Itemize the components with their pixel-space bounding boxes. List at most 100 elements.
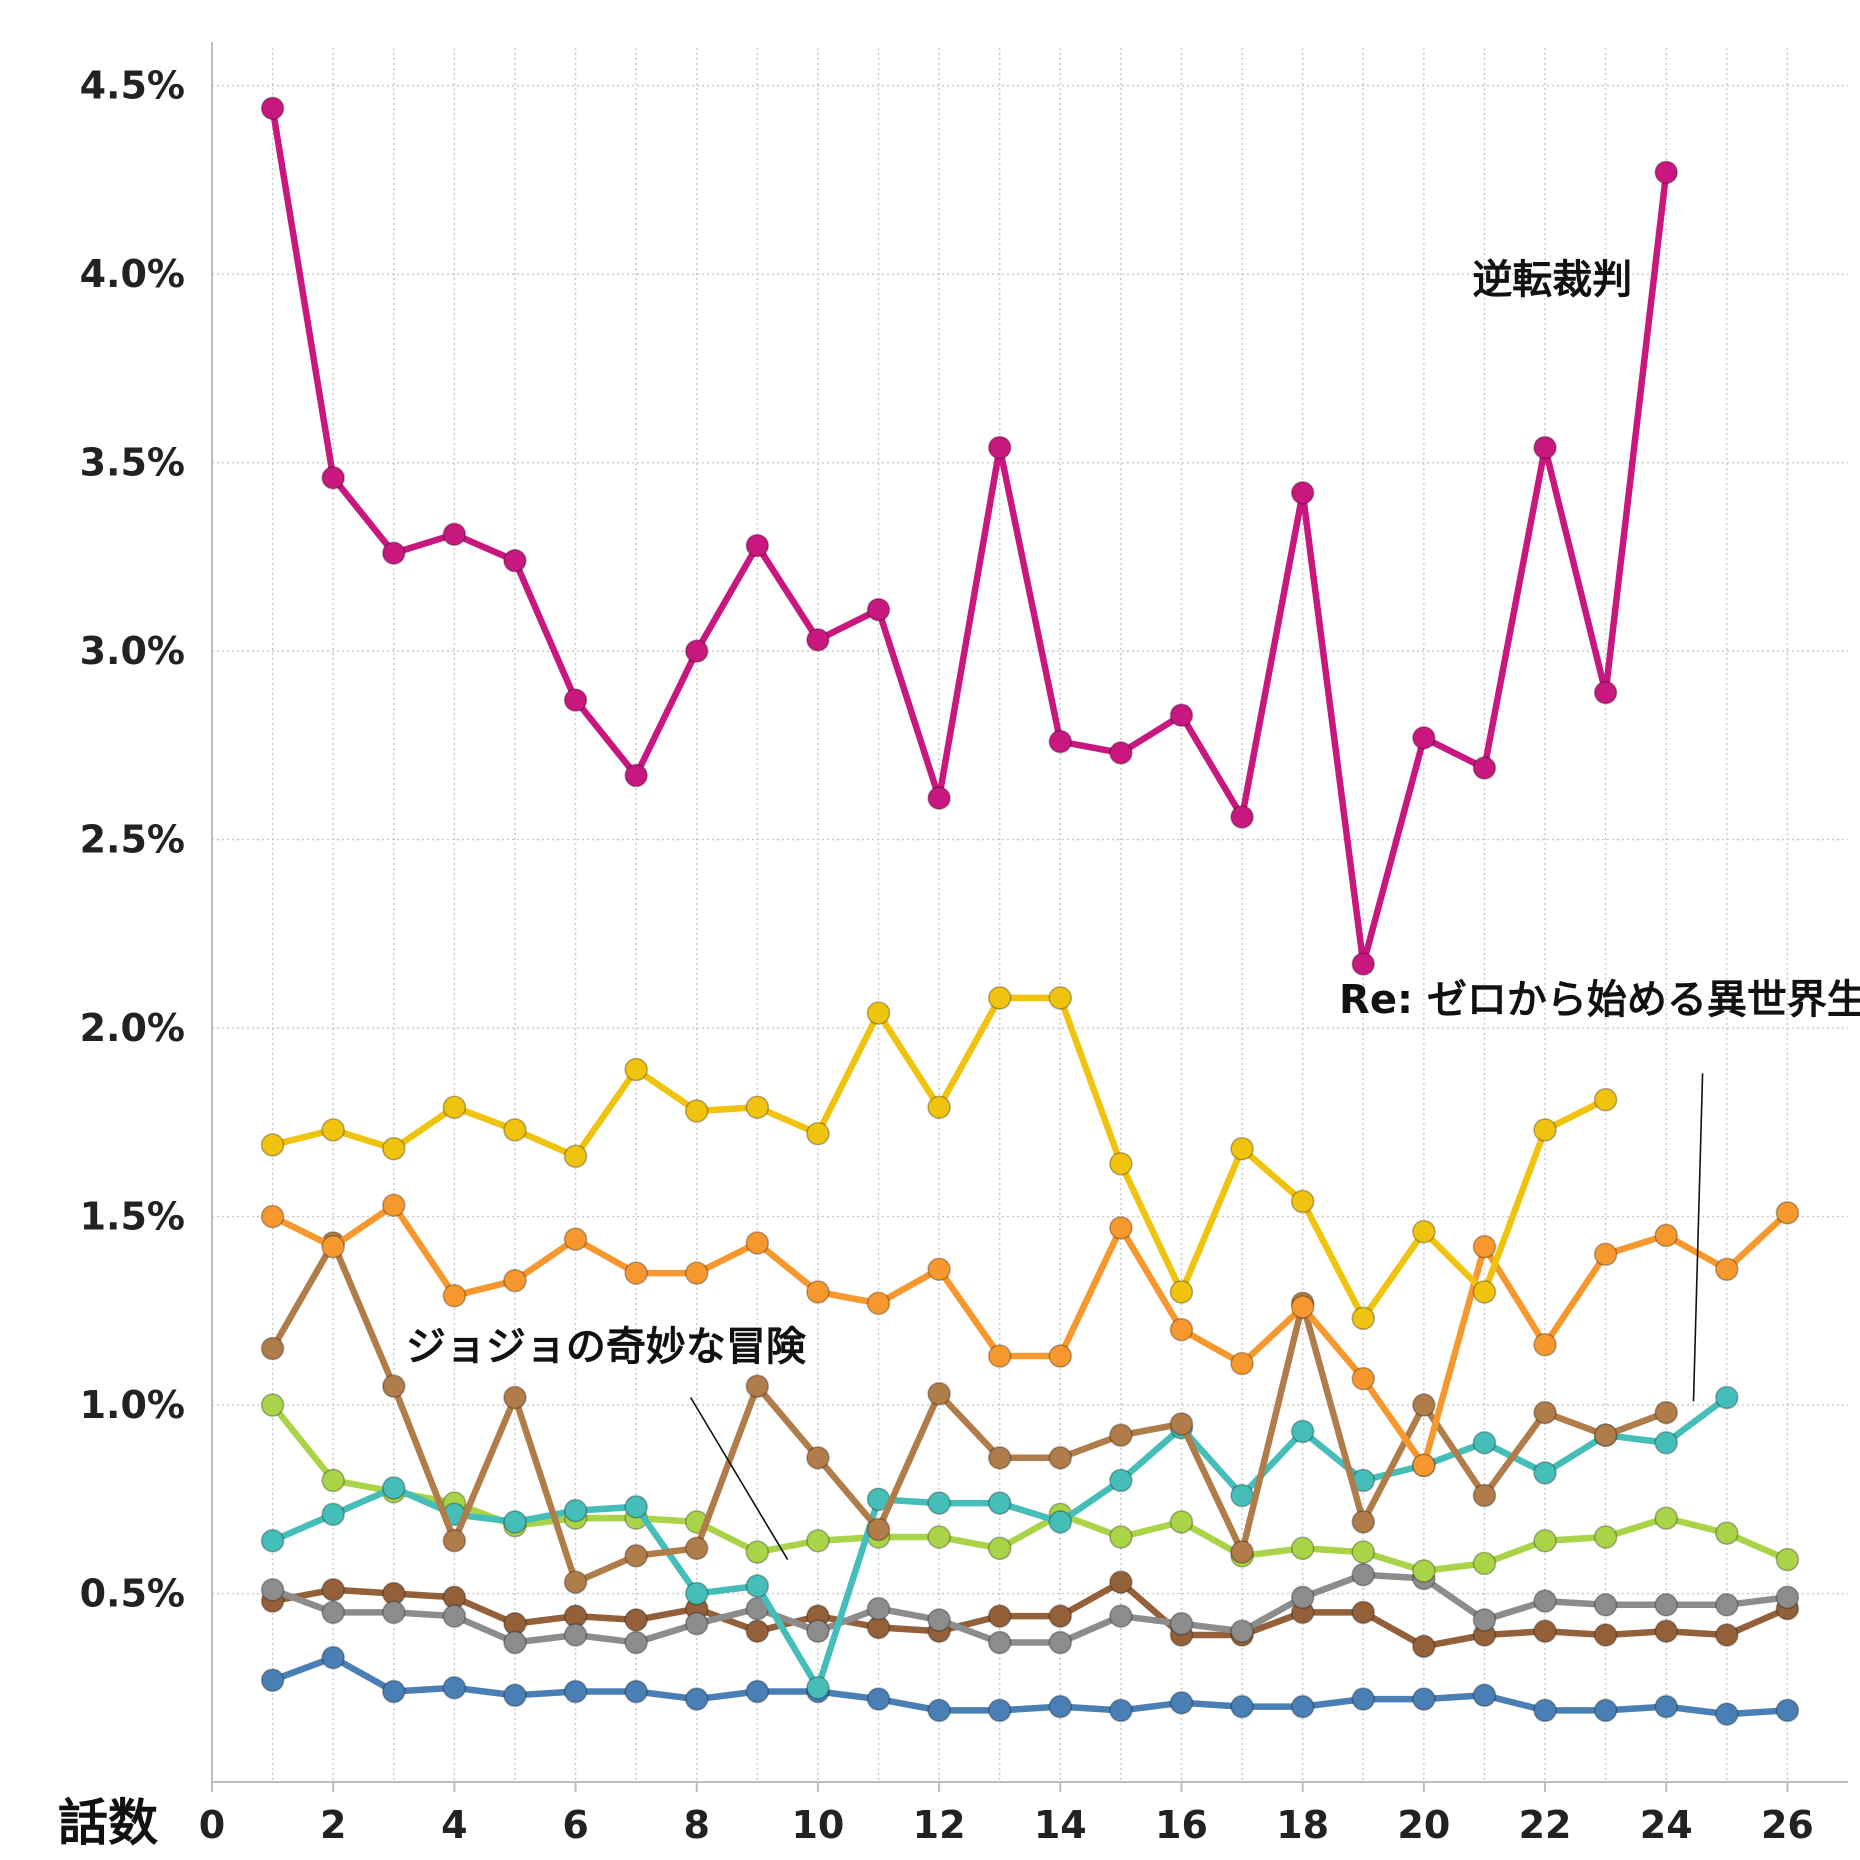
series-9 bbox=[260, 1645, 1800, 1726]
data-point bbox=[1472, 1683, 1497, 1708]
data-point bbox=[624, 1608, 648, 1632]
data-point bbox=[260, 1393, 285, 1417]
data-point bbox=[1472, 1430, 1497, 1455]
x-tick-label: 18 bbox=[1276, 1803, 1329, 1847]
data-point bbox=[1533, 1332, 1557, 1357]
data-point bbox=[1593, 1242, 1618, 1267]
series-line bbox=[269, 1202, 1791, 1469]
data-point bbox=[1593, 1623, 1618, 1647]
x-tick-label: 22 bbox=[1519, 1803, 1572, 1847]
data-point bbox=[1169, 1510, 1194, 1534]
data-point bbox=[1351, 1306, 1376, 1331]
series-3 bbox=[260, 1193, 1800, 1478]
data-point bbox=[1109, 1151, 1133, 1176]
data-point bbox=[1230, 1483, 1254, 1508]
data-point bbox=[1593, 1593, 1618, 1617]
data-point bbox=[806, 1446, 830, 1470]
tick-labels: 0.5%1.0%1.5%2.0%2.5%3.0%3.5%4.0%4.5%0 2 4 6… bbox=[58, 64, 1814, 1852]
data-point bbox=[1169, 1691, 1194, 1715]
data-point bbox=[1290, 1419, 1315, 1444]
data-point bbox=[684, 1687, 709, 1711]
data-point bbox=[1412, 1687, 1436, 1711]
data-point bbox=[866, 1517, 891, 1542]
y-tick-label: 0.5% bbox=[80, 1572, 185, 1616]
data-point bbox=[806, 628, 830, 652]
data-point bbox=[1775, 1200, 1800, 1225]
data-point bbox=[442, 1528, 467, 1553]
data-point bbox=[1048, 1446, 1073, 1470]
data-point bbox=[1230, 1694, 1254, 1719]
data-point bbox=[987, 1536, 1012, 1561]
x-tick-label: 0 bbox=[199, 1803, 225, 1847]
x-tick-label: 6 bbox=[562, 1803, 588, 1847]
data-point bbox=[321, 1577, 345, 1602]
data-point bbox=[745, 533, 770, 558]
x-tick-label: 4 bbox=[441, 1803, 467, 1847]
y-tick-label: 2.5% bbox=[80, 818, 185, 862]
data-point bbox=[1533, 435, 1557, 460]
data-point bbox=[987, 1630, 1012, 1655]
x-tick-label: 24 bbox=[1640, 1803, 1693, 1847]
data-point bbox=[1412, 726, 1436, 750]
data-point bbox=[1290, 1189, 1315, 1214]
data-point bbox=[1351, 1687, 1376, 1711]
data-point bbox=[624, 763, 648, 788]
data-point bbox=[1533, 1528, 1557, 1553]
data-point bbox=[1109, 1525, 1133, 1549]
data-point bbox=[927, 1095, 951, 1120]
data-point bbox=[624, 1495, 648, 1519]
data-point bbox=[1290, 481, 1315, 505]
data-point bbox=[563, 1623, 588, 1647]
series-annotation-label: ジョジョの奇妙な冒険 bbox=[406, 1324, 807, 1370]
x-tick-label: 26 bbox=[1761, 1803, 1814, 1847]
data-point bbox=[1715, 1257, 1739, 1282]
data-point bbox=[1715, 1702, 1739, 1726]
data-point bbox=[1109, 741, 1133, 765]
data-point bbox=[745, 1540, 770, 1564]
data-point bbox=[1593, 680, 1618, 705]
data-point bbox=[684, 639, 709, 663]
annotation-leader-line bbox=[689, 1397, 789, 1561]
data-point bbox=[1169, 1412, 1194, 1436]
x-tick-label: 20 bbox=[1397, 1803, 1450, 1847]
data-point bbox=[1351, 1366, 1376, 1391]
data-point bbox=[806, 1280, 830, 1304]
data-point bbox=[1533, 1619, 1557, 1644]
data-point bbox=[987, 986, 1012, 1010]
data-point bbox=[1412, 1453, 1436, 1478]
data-point bbox=[260, 1133, 285, 1157]
data-point bbox=[927, 1525, 951, 1549]
data-point bbox=[1048, 1694, 1073, 1719]
axes bbox=[211, 42, 1848, 1792]
data-point bbox=[1048, 729, 1073, 754]
y-tick-label: 4.0% bbox=[80, 252, 185, 296]
data-point bbox=[503, 1118, 527, 1142]
data-point bbox=[624, 1679, 648, 1704]
y-tick-label: 3.5% bbox=[80, 441, 185, 485]
data-point bbox=[260, 1204, 285, 1229]
annotation-leader-line bbox=[1692, 1073, 1704, 1402]
data-point bbox=[1048, 1630, 1073, 1655]
data-point bbox=[321, 1502, 345, 1527]
data-point bbox=[1351, 952, 1376, 976]
data-point bbox=[745, 1095, 770, 1120]
data-point bbox=[503, 548, 527, 573]
data-point bbox=[624, 1630, 648, 1655]
data-point bbox=[927, 786, 951, 810]
series-4 bbox=[260, 1231, 1679, 1595]
data-point bbox=[927, 1491, 951, 1515]
data-point bbox=[1533, 1461, 1557, 1485]
data-point bbox=[987, 1698, 1012, 1723]
data-point bbox=[806, 1675, 830, 1700]
data-point bbox=[745, 1619, 770, 1644]
data-point bbox=[987, 1491, 1012, 1515]
data-point bbox=[1230, 1136, 1254, 1161]
data-point bbox=[1048, 986, 1073, 1010]
data-point bbox=[503, 1268, 527, 1293]
data-point bbox=[1109, 1698, 1133, 1723]
data-point bbox=[1715, 1593, 1739, 1617]
data-point bbox=[563, 688, 588, 712]
data-point bbox=[1230, 1540, 1254, 1564]
series-line bbox=[269, 1239, 1670, 1586]
